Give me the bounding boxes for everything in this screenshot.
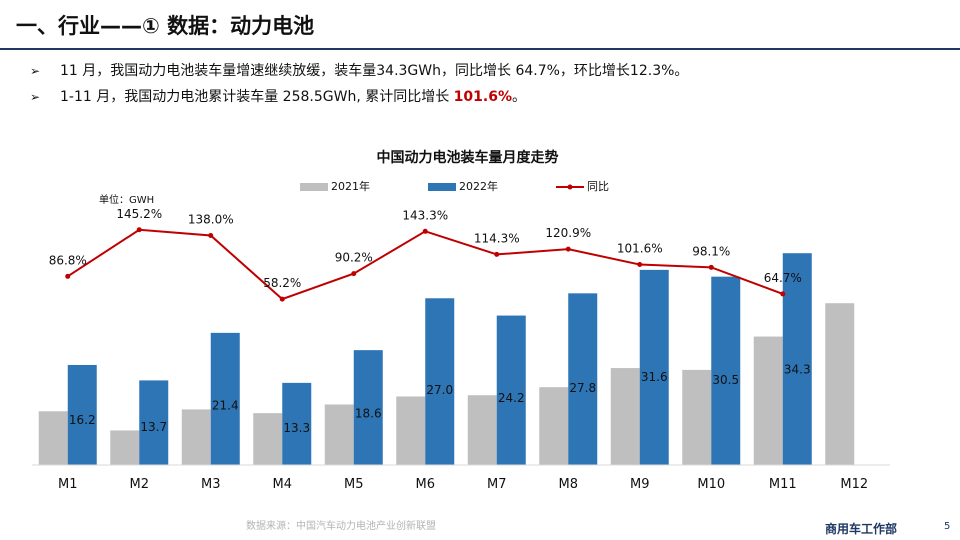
yoy-point [565,246,571,252]
page-title: 一、行业——① 数据：动力电池 [16,14,315,38]
yoy-point [136,227,142,233]
yoy-label: 138.0% [188,213,234,227]
bar-2022 [67,364,97,465]
x-tick-label: M7 [487,477,507,492]
legend-label-2021: 2021年 [331,180,370,193]
bullet-arrow-icon: ➢ [30,64,41,78]
bullet-arrow-icon: ➢ [30,90,41,104]
bar-2021 [253,413,283,465]
bar-2022-label: 13.7 [140,420,167,434]
yoy-label: 58.2% [263,276,301,290]
title-divider [0,48,960,50]
yoy-label: 145.2% [116,207,162,221]
yoy-point [279,296,285,302]
legend-label-yoy: 同比 [587,180,609,193]
bar-2022 [139,380,169,465]
yoy-point [637,262,643,268]
yoy-label: 98.1% [692,244,730,258]
department-label: 商用车工作部 [825,522,898,536]
legend-swatch-2021 [300,183,328,191]
bar-2022-label: 16.2 [69,413,96,427]
bar-2022 [711,276,741,465]
bar-2021 [467,395,497,465]
bar-2022-label: 18.6 [355,406,382,420]
yoy-point [422,228,428,234]
bullet-highlight: 101.6% [453,89,512,105]
chart-title: 中国动力电池装车量月度走势 [376,150,559,166]
bar-2022 [496,315,526,465]
x-tick-label: M8 [559,477,579,492]
source-note: 数据来源：中国汽车动力电池产业创新联盟 [246,521,436,532]
bar-2021 [825,303,855,465]
bullet-text: 11 月，我国动力电池装车量增速继续放缓，装车量34.3GWh，同比增长 64.… [60,63,689,79]
yoy-point [494,251,500,257]
yoy-label: 90.2% [335,251,373,265]
bar-2021 [396,396,426,465]
legend-swatch-2022 [428,183,456,191]
x-tick-label: M3 [201,477,221,492]
bullet-item: ➢ 11 月，我国动力电池装车量增速继续放缓，装车量34.3GWh，同比增长 64… [30,60,688,86]
yoy-line [67,228,784,301]
bullet-text: 1-11 月，我国动力电池累计装车量 258.5GWh, 累计同比增长 [60,89,454,105]
yoy-point [780,291,786,297]
yoy-label: 101.6% [617,242,663,256]
bar-2022-label: 30.5 [712,373,739,387]
bar-2022 [353,350,383,465]
bar-2022 [210,332,240,465]
unit-label: 单位：GWH [99,195,155,206]
bar-2022-label: 24.2 [498,391,525,405]
bullet-item: ➢ 1-11 月，我国动力电池累计装车量 258.5GWh, 累计同比增长 101… [30,86,688,112]
bar-2021 [181,409,211,465]
x-tick-label: M1 [58,477,78,492]
bar-2021 [110,430,140,465]
legend-line-icon [556,184,584,190]
bar-2022-label: 31.6 [641,370,668,384]
legend-label-2022: 2022年 [459,180,498,193]
yoy-label: 114.3% [474,231,520,245]
yoy-label: 120.9% [545,226,591,240]
yoy-label: 143.3% [402,208,448,222]
x-tick-label: M12 [840,477,868,492]
x-tick-label: M2 [130,477,150,492]
bar-2022 [639,269,669,465]
yoy-point [708,264,714,270]
x-tick-label: M9 [630,477,650,492]
bar-2021 [682,369,712,465]
yoy-point [351,271,357,277]
bar-2021 [610,368,640,465]
yoy-label: 64.7% [764,271,802,285]
bullet-list: ➢ 11 月，我国动力电池装车量增速继续放缓，装车量34.3GWh，同比增长 64… [30,60,688,112]
bar-2022-label: 27.0 [426,383,453,397]
bullet-suffix: 。 [511,89,526,105]
bar-2022 [282,382,312,465]
yoy-point [208,233,214,239]
bar-2022 [568,293,598,465]
bar-2022 [425,298,455,465]
x-tick-label: M5 [344,477,364,492]
bar-2021 [539,387,569,465]
bar-2021 [753,336,783,465]
yoy-point [65,273,71,279]
bar-2021 [38,411,68,465]
bar-2022-label: 13.3 [283,421,310,435]
bar-2022-label: 21.4 [212,399,239,413]
x-tick-label: M6 [416,477,436,492]
bar-2022-label: 27.8 [569,381,596,395]
page-number: 5 [944,521,951,532]
x-tick-label: M11 [769,477,797,492]
bar-2021 [324,404,354,465]
bar-2022-label: 34.3 [784,363,811,377]
x-tick-label: M10 [697,477,725,492]
yoy-label: 86.8% [49,253,87,267]
bar-2022 [782,253,812,465]
x-tick-label: M4 [273,477,293,492]
